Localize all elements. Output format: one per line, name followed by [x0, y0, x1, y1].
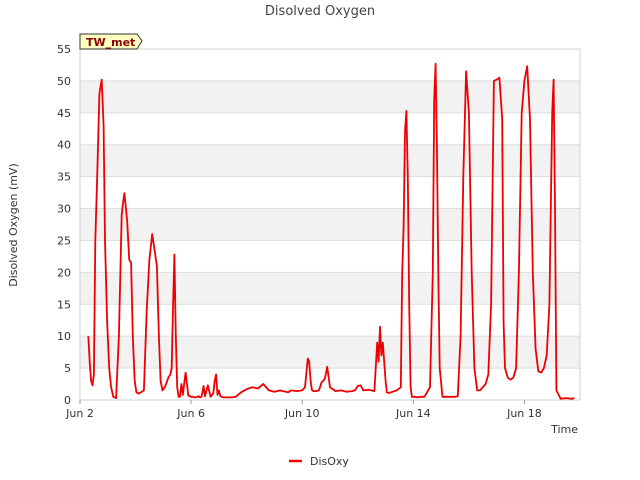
y-axis-ticks: 0 5 10 15 20 25 30 35 40 45 50 55 — [57, 43, 71, 407]
plot-bands — [80, 80, 580, 369]
y-tick-label: 30 — [57, 203, 71, 216]
x-axis-ticks: Jun 2 Jun 6 Jun 10 Jun 14 Jun 18 — [65, 400, 542, 420]
series-line-disoxy — [87, 62, 575, 400]
y-tick-label: 10 — [57, 330, 71, 343]
y-tick-label: 50 — [57, 75, 71, 88]
legend-label-disoxy: DisOxy — [310, 455, 349, 468]
y-tick-label: 20 — [57, 266, 71, 279]
y-tick-label: 15 — [57, 298, 71, 311]
plot-band — [80, 208, 580, 241]
legend: DisOxy — [289, 455, 349, 468]
plot-band — [80, 80, 580, 113]
chart-title: Disolved Oxygen — [265, 4, 375, 19]
x-tick-label: Jun 18 — [506, 407, 542, 420]
plot-band — [80, 272, 580, 305]
y-tick-label: 55 — [57, 43, 71, 56]
station-tag-label: TW_met — [86, 36, 135, 49]
x-tick-label: Jun 10 — [284, 407, 320, 420]
y-axis-label: Disolved Oxygen (mV) — [7, 163, 20, 287]
x-tick-label: Jun 14 — [395, 407, 431, 420]
x-axis-label: Time — [550, 423, 578, 436]
x-tick-label: Jun 6 — [176, 407, 205, 420]
grid-lines — [80, 48, 580, 401]
y-tick-label: 0 — [64, 394, 71, 407]
plot-band — [80, 144, 580, 177]
y-tick-label: 5 — [64, 362, 71, 375]
y-tick-label: 35 — [57, 171, 71, 184]
y-tick-label: 45 — [57, 107, 71, 120]
x-tick-label: Jun 2 — [65, 407, 94, 420]
station-tag: TW_met — [79, 33, 143, 50]
y-tick-label: 40 — [57, 139, 71, 152]
plot-frame — [79, 48, 581, 401]
plot-band — [80, 336, 580, 369]
station-tag-box — [79, 33, 143, 50]
y-tick-label: 25 — [57, 234, 71, 247]
